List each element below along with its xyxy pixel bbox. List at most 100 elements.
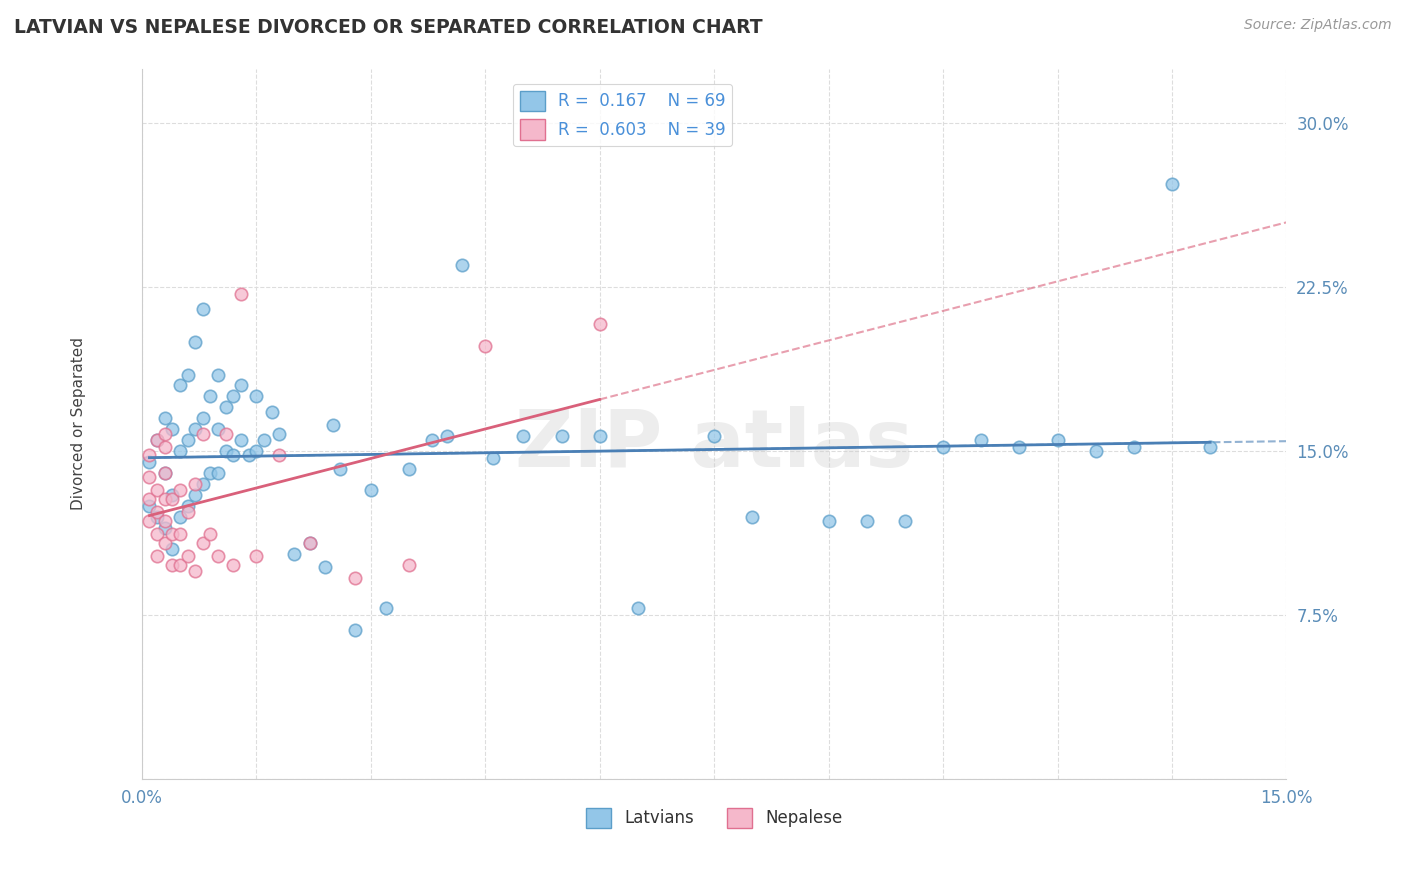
Point [176, 499, 198, 513]
Point [269, 426, 291, 441]
Point [1161, 178, 1184, 192]
Y-axis label: Divorced or Separated: Divorced or Separated [72, 337, 86, 510]
Point [1008, 440, 1031, 454]
Point [191, 301, 214, 316]
Point [1084, 444, 1107, 458]
Point [191, 476, 214, 491]
Point [138, 499, 160, 513]
Point [375, 601, 398, 615]
Point [344, 624, 367, 638]
Point [215, 444, 238, 458]
Point [162, 422, 184, 436]
Point [298, 536, 321, 550]
Point [420, 433, 443, 447]
Point [1122, 440, 1144, 454]
Point [184, 334, 207, 349]
Point [162, 542, 184, 557]
Point [322, 417, 344, 432]
Point [703, 428, 725, 442]
Point [146, 433, 169, 447]
Point [932, 440, 955, 454]
Point [229, 378, 252, 392]
Point [138, 455, 160, 469]
Point [245, 549, 267, 563]
Point [200, 466, 222, 480]
Point [176, 368, 198, 382]
Point [283, 547, 305, 561]
Point [153, 520, 176, 534]
Point [474, 339, 496, 353]
Point [329, 461, 352, 475]
Point [741, 509, 763, 524]
Point [253, 433, 276, 447]
Text: LATVIAN VS NEPALESE DIVORCED OR SEPARATED CORRELATION CHART: LATVIAN VS NEPALESE DIVORCED OR SEPARATE… [14, 18, 762, 37]
Point [298, 536, 321, 550]
Point [589, 318, 612, 332]
Point [215, 426, 238, 441]
Point [153, 466, 176, 480]
Point [138, 470, 160, 484]
Point [260, 405, 283, 419]
Point [146, 433, 169, 447]
Point [138, 492, 160, 507]
Point [191, 536, 214, 550]
Point [207, 422, 229, 436]
Point [169, 483, 191, 498]
Point [191, 411, 214, 425]
Point [184, 488, 207, 502]
Point [153, 466, 176, 480]
Point [207, 466, 229, 480]
Point [855, 514, 877, 528]
Point [627, 601, 650, 615]
Point [207, 549, 229, 563]
Point [153, 411, 176, 425]
Point [817, 514, 839, 528]
Point [344, 571, 367, 585]
Point [207, 368, 229, 382]
Point [153, 536, 176, 550]
Point [162, 492, 184, 507]
Point [184, 476, 207, 491]
Point [146, 509, 169, 524]
Point [138, 449, 160, 463]
Point [360, 483, 382, 498]
Point [398, 461, 420, 475]
Point [245, 389, 267, 403]
Point [191, 426, 214, 441]
Point [200, 527, 222, 541]
Point [550, 428, 572, 442]
Point [169, 444, 191, 458]
Point [169, 509, 191, 524]
Point [229, 286, 252, 301]
Point [169, 527, 191, 541]
Point [215, 401, 238, 415]
Point [146, 483, 169, 498]
Point [169, 378, 191, 392]
Point [200, 389, 222, 403]
Text: ZIP atlas: ZIP atlas [515, 406, 914, 484]
Text: Source: ZipAtlas.com: Source: ZipAtlas.com [1244, 18, 1392, 32]
Point [222, 558, 245, 572]
Point [162, 488, 184, 502]
Point [269, 449, 291, 463]
Legend: Latvians, Nepalese: Latvians, Nepalese [579, 801, 849, 835]
Point [146, 549, 169, 563]
Point [153, 514, 176, 528]
Point [512, 428, 534, 442]
Point [222, 449, 245, 463]
Point [138, 514, 160, 528]
Point [153, 426, 176, 441]
Point [1199, 440, 1222, 454]
Point [176, 549, 198, 563]
Point [398, 558, 420, 572]
Point [153, 492, 176, 507]
Point [176, 505, 198, 519]
Point [314, 560, 336, 574]
Point [589, 428, 612, 442]
Point [184, 564, 207, 578]
Point [482, 450, 505, 465]
Point [153, 440, 176, 454]
Point [162, 558, 184, 572]
Point [451, 258, 474, 272]
Point [222, 389, 245, 403]
